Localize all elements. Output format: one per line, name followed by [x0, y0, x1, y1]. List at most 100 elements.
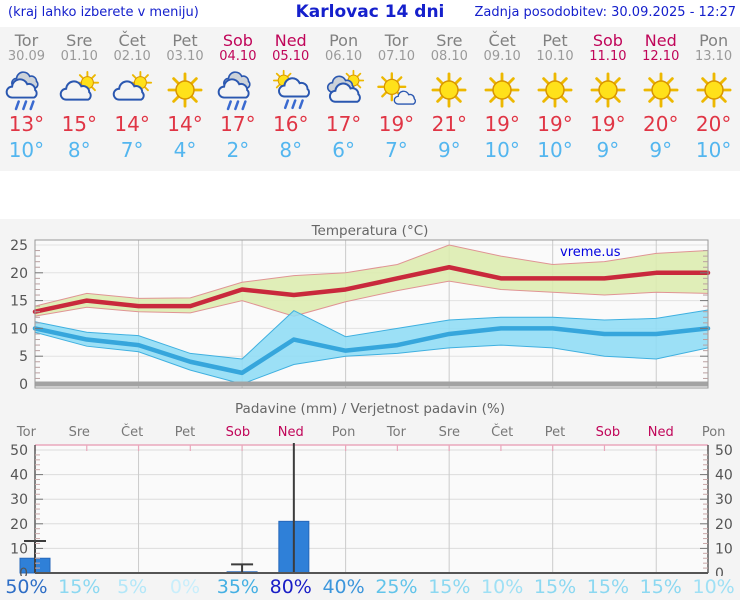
day-column: Čet 02.10 14° 7°	[106, 32, 159, 163]
precip-probability-row: 50% 15% 5% 0% 35% 80% 40% 25% 15% 10% 15% 15% 15% 10%	[0, 576, 740, 599]
precip-probability: 25%	[375, 576, 418, 598]
precip-y-tick-right: 50	[715, 443, 733, 459]
weather-icon-box	[581, 68, 634, 112]
page-title: Karlovac 14 dni	[295, 2, 445, 22]
precip-probability: 10%	[692, 576, 735, 598]
high-temp: 17°	[220, 112, 256, 136]
precip-day-label: Sre	[68, 425, 90, 440]
precip-y-tick-right: 20	[715, 517, 733, 533]
day-name: Sob	[222, 31, 253, 50]
precip-probability: 0%	[169, 576, 201, 598]
precip-day-labels: Tor Sre Čet Pet Sob Ned Pon Tor Sre Čet Pet Sob Ned P…	[0, 425, 740, 441]
day-date: 13.10	[694, 49, 733, 64]
precip-probability: 35%	[216, 576, 259, 598]
temperature-chart: 0 5 10 15 20 25 vreme.us	[10, 239, 711, 391]
precip-day-label: Tor	[16, 425, 36, 440]
section-divider	[0, 171, 740, 219]
low-temp: 2°	[226, 138, 250, 162]
sun-icon	[164, 69, 206, 111]
high-temp: 20°	[643, 112, 679, 136]
low-temp: 10°	[537, 138, 573, 162]
low-temp: 9°	[437, 138, 461, 162]
precip-day-label: Ned	[277, 425, 304, 440]
min-temp-line	[32, 326, 711, 376]
precip-day-label: Sre	[438, 425, 460, 440]
precipitation-chart: 0 0 10 10 20 20 30 30 40 40 50 50	[10, 443, 733, 576]
precip-y-tick-right: 40	[715, 468, 733, 484]
high-temp: 19°	[590, 112, 626, 136]
day-column: Ned 05.10 16° 8°	[264, 32, 317, 163]
day-date: 08.10	[430, 49, 468, 64]
day-name: Sre	[436, 31, 463, 50]
day-name: Sre	[66, 31, 93, 50]
day-name: Pon	[699, 31, 729, 50]
sun-cloud-icon	[58, 69, 100, 111]
day-column: Sre 01.10 15° 8°	[53, 32, 106, 163]
low-temp: 7°	[120, 138, 144, 162]
temperature-chart-title: Temperatura (°C)	[311, 223, 429, 239]
day-name: Čet	[118, 31, 146, 50]
day-date: 07.10	[377, 49, 416, 64]
vreme-us-link[interactable]: vreme.us	[560, 245, 621, 260]
rain-icon	[217, 69, 259, 111]
temp-y-tick: 25	[10, 239, 28, 254]
day-date: 04.10	[219, 49, 257, 64]
low-temp: 10°	[484, 138, 520, 162]
weather-icon-box	[159, 68, 212, 112]
precip-day-label: Sob	[595, 425, 621, 440]
sun-icon	[534, 69, 576, 111]
precip-y-tick-left: 10	[10, 541, 28, 557]
weather-icon-box	[370, 68, 423, 112]
precip-probability: 50%	[5, 576, 48, 598]
weather-icon-box	[687, 68, 740, 112]
precip-day-label: Čet	[121, 425, 144, 440]
high-temp: 15°	[61, 112, 98, 136]
precip-y-tick-left: 20	[10, 517, 28, 533]
temp-y-tick: 5	[19, 349, 28, 365]
precip-y-tick-left: 40	[10, 468, 28, 484]
weather-icon-box	[529, 68, 582, 112]
low-temp: 8°	[67, 138, 91, 162]
precip-day-label: Tor	[386, 425, 406, 440]
sun-icon	[428, 69, 470, 111]
day-column: Tor 07.10 19° 7°	[370, 32, 423, 163]
low-temp: 6°	[332, 138, 355, 162]
high-temp: 19°	[378, 112, 415, 136]
rain-icon	[5, 69, 47, 111]
day-column: Sob 11.10 19° 9°	[581, 32, 634, 163]
day-date: 12.10	[642, 49, 680, 64]
temp-y-tick: 15	[10, 294, 28, 310]
precip-day-label: Pon	[331, 425, 356, 440]
precip-probability: 15%	[533, 576, 577, 598]
day-name: Ned	[274, 31, 307, 50]
high-temp: 14°	[114, 112, 150, 136]
day-column: Tor 30.09 13° 10°	[0, 32, 53, 163]
precip-probability: 15%	[639, 576, 682, 598]
precip-probability: 15%	[58, 576, 101, 598]
low-temp: 10°	[8, 138, 45, 162]
day-name: Tor	[14, 31, 39, 50]
day-name: Pon	[329, 31, 359, 50]
cloud-sun-icon	[323, 69, 365, 111]
high-temp: 16°	[273, 112, 309, 136]
day-column: Pon 06.10 17° 6°	[317, 32, 370, 163]
weather-icon-box	[0, 68, 53, 112]
weather-icon-box	[476, 68, 529, 112]
menu-hint-text: (kraj lahko izberete v meniju)	[8, 5, 199, 20]
weather-icon-box	[53, 68, 106, 112]
precip-y-tick-right: 30	[715, 492, 733, 508]
weather-icon-box	[634, 68, 687, 112]
day-name: Ned	[644, 31, 677, 50]
precip-day-label: Pet	[174, 425, 196, 440]
day-name: Pet	[542, 31, 568, 50]
weather-icon-box	[264, 68, 317, 112]
precip-y-tick-right: 0	[715, 566, 724, 576]
weather-icon-box	[211, 68, 264, 112]
day-column: Čet 09.10 19° 10°	[476, 32, 529, 163]
precipitation-chart-title: Padavine (mm) / Verjetnost padavin (%)	[235, 401, 505, 417]
precip-probability: 15%	[428, 576, 471, 598]
last-update-text: Zadnja posodobitev: 30.09.2025 - 12:27	[474, 5, 736, 20]
weather-icon-box	[423, 68, 476, 112]
low-temp: 4°	[173, 138, 197, 162]
forecast-strip: Tor 30.09 13° 10° Sre 01.10 15° 8° Čet 02.10 14° 7°…	[0, 27, 740, 171]
